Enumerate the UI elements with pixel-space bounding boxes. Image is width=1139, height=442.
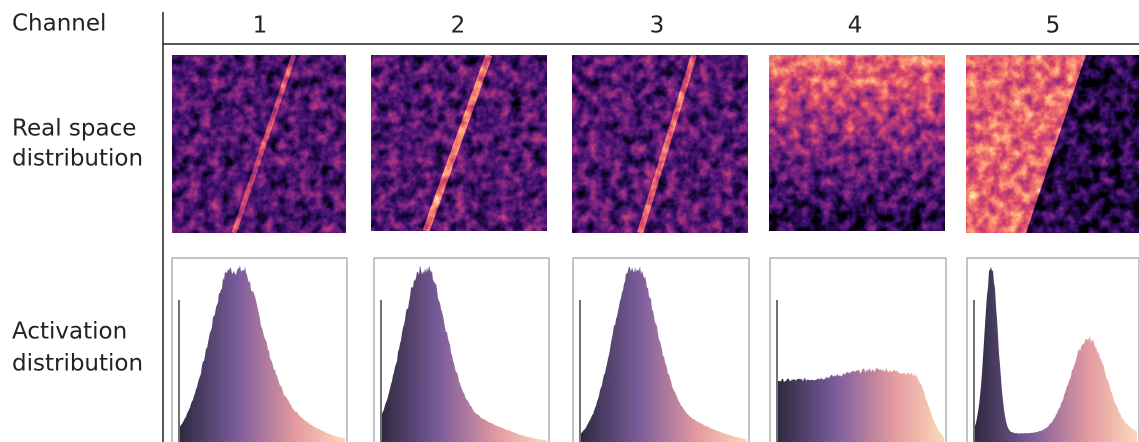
histograms (171, 257, 1139, 442)
map (371, 55, 547, 231)
histogram (975, 266, 1137, 442)
row-label: Activation (12, 319, 127, 345)
row-label: distribution (12, 146, 143, 172)
histogram-frame (572, 257, 750, 442)
histogram-frame (769, 257, 947, 442)
histogram (778, 368, 944, 442)
column-header: 2 (451, 13, 466, 39)
row-label: distribution (12, 351, 143, 377)
histogram-frame (171, 257, 348, 442)
row-label: Real space (12, 116, 136, 142)
histogram (382, 265, 547, 442)
column-header: 3 (650, 13, 665, 39)
map (966, 55, 1139, 233)
histogram-frame (373, 257, 550, 442)
histogram (581, 265, 747, 442)
map (172, 55, 346, 233)
column-header: 4 (848, 13, 863, 39)
header-label: Channel (12, 11, 106, 37)
column-header: 5 (1046, 13, 1061, 39)
map (572, 55, 748, 233)
histogram (180, 265, 345, 442)
column-header: 1 (253, 13, 268, 39)
map (769, 55, 945, 231)
histogram-frame (966, 257, 1139, 442)
